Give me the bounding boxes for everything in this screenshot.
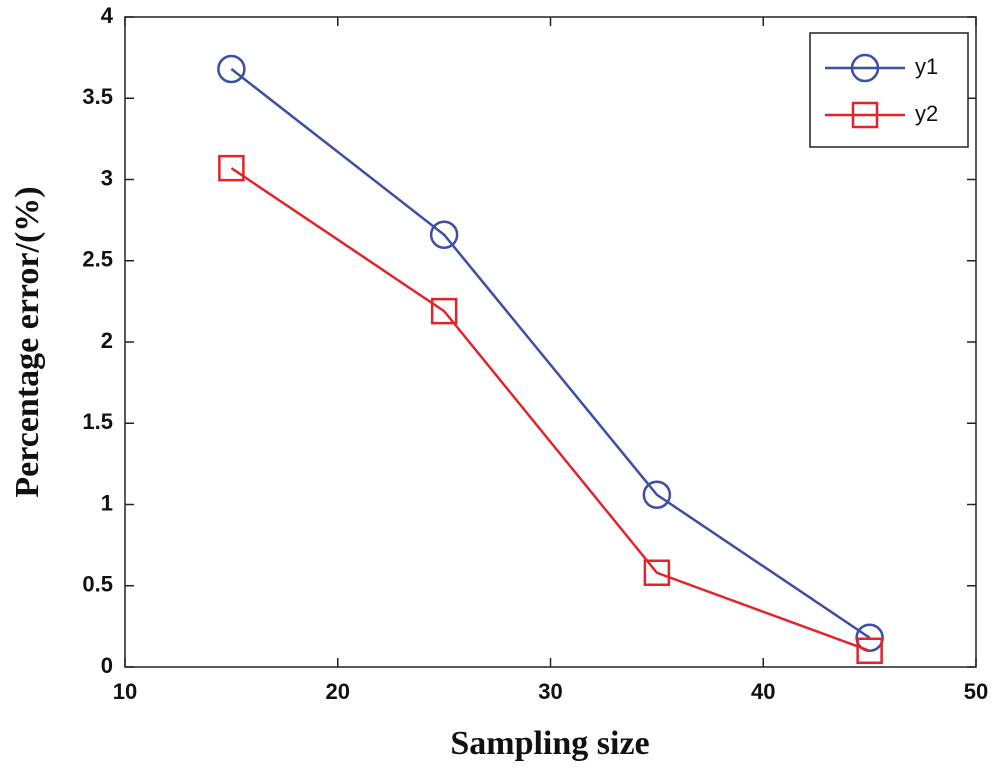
y-axis-label: Percentage error/(%) <box>9 186 46 497</box>
x-tick-label: 50 <box>964 679 988 704</box>
y-tick-label: 1 <box>101 490 113 515</box>
x-tick-label: 40 <box>751 679 775 704</box>
legend-label: y1 <box>915 54 938 79</box>
marker <box>430 297 458 325</box>
marker <box>643 559 671 586</box>
x-axis-label: Sampling size <box>450 725 649 762</box>
marker <box>217 54 246 84</box>
x-tick-label: 20 <box>326 679 350 704</box>
y-tick-label: 4 <box>101 3 114 28</box>
legend-box <box>809 32 969 148</box>
series-line <box>230 167 871 652</box>
legend-marker <box>851 101 879 129</box>
legend-marker <box>850 53 880 83</box>
marker <box>218 154 245 182</box>
y-tick-label: 1.5 <box>82 409 113 434</box>
x-tick-label: 30 <box>538 679 562 704</box>
y-tick-label: 3.5 <box>82 84 113 109</box>
y-tick-label: 0 <box>101 653 113 678</box>
y-tick-label: 0.5 <box>82 572 113 597</box>
marker <box>642 480 672 509</box>
y-tick-label: 2 <box>101 328 113 353</box>
series-line <box>230 68 871 639</box>
marker <box>856 637 883 664</box>
marker <box>429 220 459 249</box>
legend-label: y2 <box>915 101 938 126</box>
y-tick-label: 2.5 <box>82 247 113 272</box>
y-tick-label: 3 <box>101 165 113 190</box>
x-tick-label: 10 <box>113 679 137 704</box>
